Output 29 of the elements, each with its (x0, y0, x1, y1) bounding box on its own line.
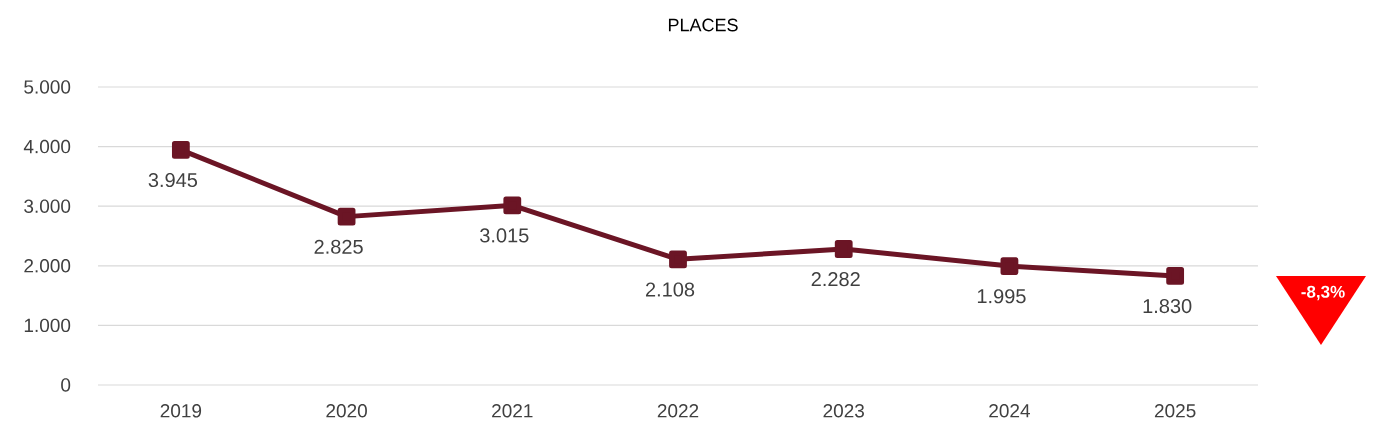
y-tick-label: 0 (61, 378, 71, 392)
point (1166, 267, 1185, 285)
y-tick-label: 2.000 (24, 259, 71, 273)
point (171, 140, 190, 159)
data-label: 3.015 (480, 228, 529, 243)
x-tick-label: 2024 (989, 404, 1030, 418)
x-tick-label: 2022 (657, 404, 699, 418)
chart-title: PLACES (668, 18, 738, 32)
y-tick-label: 4.000 (23, 139, 71, 154)
x-tick-label: 2023 (823, 404, 864, 418)
x-tick-label: 2021 (492, 404, 533, 418)
data-label: 2.282 (811, 272, 860, 287)
x-tick-label: 2019 (160, 404, 202, 418)
data-label: 3.945 (148, 172, 198, 188)
x-tick-label: 2025 (1154, 404, 1196, 418)
y-tick-label: 1.000 (24, 318, 71, 333)
data-label: 2.825 (314, 239, 363, 254)
point (503, 196, 522, 215)
data-label: 1.830 (1143, 299, 1192, 314)
data-label: 2.108 (645, 282, 695, 297)
point (669, 250, 687, 269)
data-label: 1.995 (977, 289, 1026, 304)
point (337, 207, 356, 226)
x-tick-label: 2020 (326, 404, 367, 418)
point (834, 240, 853, 258)
point (1000, 257, 1019, 275)
text: -8,3% (1301, 285, 1345, 301)
y-tick-label: 5.000 (24, 80, 71, 94)
y-tick-label: 3.000 (24, 199, 71, 213)
